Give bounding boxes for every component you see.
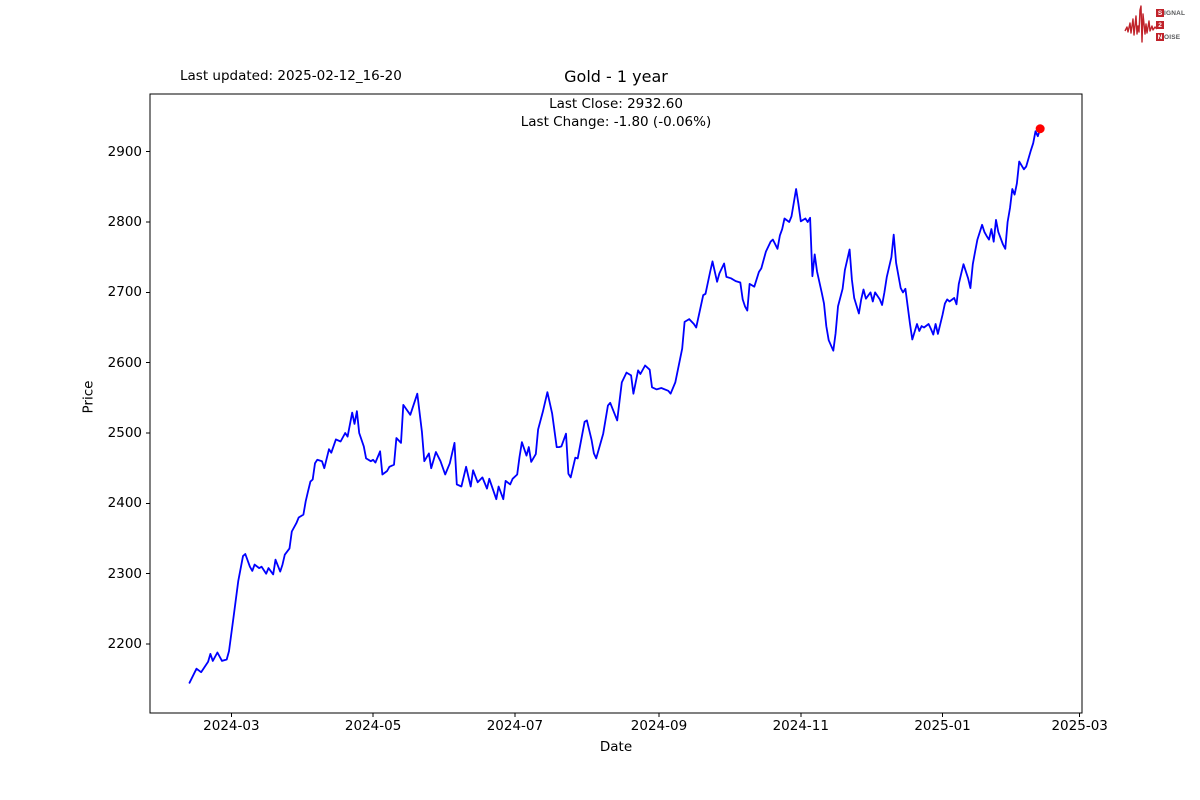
x-tick-label: 2024-03 xyxy=(203,718,260,734)
x-tick-label: 2025-03 xyxy=(1051,718,1108,734)
chart-title: Gold - 1 year xyxy=(564,67,668,86)
logo-rest-letters: OISE xyxy=(1164,33,1181,41)
y-tick-label: 2800 xyxy=(107,214,142,231)
last-close-text: Last Close: 2932.60 xyxy=(549,96,683,112)
logo-rest-letters: IGNAL xyxy=(1164,9,1186,17)
logo-row: 2 xyxy=(1156,19,1185,31)
x-tick-label: 2025-01 xyxy=(914,718,971,734)
x-tick-label: 2024-09 xyxy=(630,718,688,734)
x-tick-label: 2024-11 xyxy=(772,718,829,734)
y-axis-label: Price xyxy=(80,380,97,414)
x-tick-label: 2024-07 xyxy=(486,718,544,734)
y-tick-label: 2400 xyxy=(107,495,142,512)
annotation-block: Last Close: 2932.60 Last Change: -1.80 (… xyxy=(0,95,1200,131)
logo-row: S IGNAL xyxy=(1156,7,1185,19)
waveform-icon xyxy=(1124,5,1158,43)
y-tick-label: 2900 xyxy=(107,143,142,160)
price-line xyxy=(188,127,1042,684)
last-price-marker xyxy=(1035,124,1045,134)
logo-boxed-letter: N xyxy=(1156,33,1164,41)
brand-logo: S IGNAL 2 N OISE xyxy=(1124,4,1190,46)
x-tick-label: 2024-05 xyxy=(344,718,402,734)
logo-boxed-letter: S xyxy=(1156,9,1164,17)
last-change-text: Last Change: -1.80 (-0.06%) xyxy=(520,114,712,130)
last-updated-text: Last updated: 2025-02-12_16-20 xyxy=(180,68,402,84)
logo-boxed-letter: 2 xyxy=(1156,21,1164,29)
x-axis-label: Date xyxy=(599,739,633,755)
logo-row: N OISE xyxy=(1156,31,1185,43)
plot-border xyxy=(149,93,1083,714)
y-tick-label: 2600 xyxy=(107,354,142,371)
y-tick-label: 2300 xyxy=(107,565,142,582)
y-tick-label: 2200 xyxy=(107,636,142,653)
y-tick-label: 2500 xyxy=(107,425,142,442)
y-tick-label: 2700 xyxy=(107,284,142,301)
logo-text: S IGNAL 2 N OISE xyxy=(1156,7,1185,43)
